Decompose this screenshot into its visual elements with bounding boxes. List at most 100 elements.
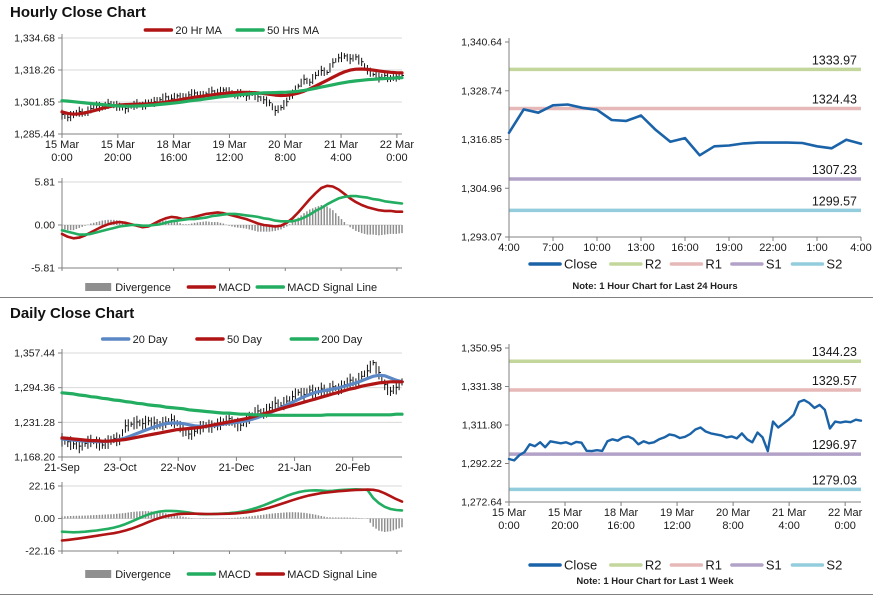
svg-text:7:00: 7:00 bbox=[542, 242, 563, 254]
svg-text:1,285.44: 1,285.44 bbox=[14, 129, 55, 141]
svg-text:15 Mar: 15 Mar bbox=[45, 139, 80, 151]
daily-price-50-day-line bbox=[60, 380, 404, 443]
svg-text:1,334.68: 1,334.68 bbox=[14, 33, 55, 45]
hourly-macd-legend-macd: MACD bbox=[186, 282, 251, 294]
svg-text:200 Day: 200 Day bbox=[321, 334, 362, 346]
svg-text:0:00: 0:00 bbox=[834, 520, 855, 532]
svg-text:12:00: 12:00 bbox=[216, 152, 244, 164]
svg-text:1,318.26: 1,318.26 bbox=[14, 65, 55, 77]
svg-text:12:00: 12:00 bbox=[663, 520, 691, 532]
svg-text:MACD Signal Line: MACD Signal Line bbox=[287, 569, 377, 581]
daily-section-title: Daily Close Chart bbox=[10, 305, 135, 322]
svg-text:1329.57: 1329.57 bbox=[812, 374, 857, 388]
svg-text:19 Mar: 19 Mar bbox=[212, 139, 247, 151]
svg-text:50 Hrs MA: 50 Hrs MA bbox=[267, 25, 320, 37]
svg-text:S2: S2 bbox=[826, 558, 842, 573]
hourly-pivot-note: Note: 1 Hour Chart for Last 24 Hours bbox=[572, 281, 738, 292]
daily-pivot-legend-close: Close bbox=[528, 558, 597, 573]
svg-text:R1: R1 bbox=[705, 558, 722, 573]
svg-text:S1: S1 bbox=[766, 257, 782, 272]
svg-text:1,357.44: 1,357.44 bbox=[14, 348, 55, 360]
svg-text:1,328.74: 1,328.74 bbox=[461, 85, 502, 97]
hourly-pivot-legend-r1: R1 bbox=[669, 257, 722, 272]
svg-text:19:00: 19:00 bbox=[715, 242, 743, 254]
svg-text:1,301.85: 1,301.85 bbox=[14, 97, 55, 109]
svg-text:Close: Close bbox=[564, 558, 597, 573]
svg-text:18 Mar: 18 Mar bbox=[157, 139, 192, 151]
bottom-divider bbox=[0, 594, 873, 595]
svg-text:MACD: MACD bbox=[218, 282, 250, 294]
svg-text:1,168.20: 1,168.20 bbox=[14, 452, 55, 464]
svg-text:1,340.64: 1,340.64 bbox=[461, 37, 502, 49]
svg-text:1,331.38: 1,331.38 bbox=[461, 381, 502, 393]
daily-macd-legend-macd: MACD bbox=[186, 569, 251, 581]
svg-text:20-Feb: 20-Feb bbox=[335, 462, 370, 474]
hourly-price-legend-50-hrs-ma: 50 Hrs MA bbox=[235, 25, 320, 37]
svg-text:22 Mar: 22 Mar bbox=[828, 507, 863, 519]
hourly-price-20-hr-ma-line bbox=[60, 67, 404, 116]
daily-macd-macd-signal-line-line bbox=[60, 488, 404, 542]
svg-text:10:00: 10:00 bbox=[583, 242, 611, 254]
svg-text:1,294.36: 1,294.36 bbox=[14, 382, 55, 394]
svg-text:8:00: 8:00 bbox=[275, 152, 296, 164]
hourly-pivot-legend-s1: S1 bbox=[730, 257, 782, 272]
daily-pivot-note: Note: 1 Hour Chart for Last 1 Week bbox=[576, 576, 734, 587]
svg-text:4:00: 4:00 bbox=[498, 242, 519, 254]
svg-text:1,316.85: 1,316.85 bbox=[461, 134, 502, 146]
svg-text:0.00: 0.00 bbox=[35, 220, 56, 232]
svg-text:1,293.07: 1,293.07 bbox=[461, 232, 502, 244]
svg-text:16:00: 16:00 bbox=[160, 152, 188, 164]
svg-text:MACD Signal Line: MACD Signal Line bbox=[287, 282, 377, 294]
svg-text:15 Mar: 15 Mar bbox=[548, 507, 583, 519]
svg-text:20:00: 20:00 bbox=[104, 152, 132, 164]
svg-text:16:00: 16:00 bbox=[671, 242, 699, 254]
hourly-pivot-close-line bbox=[507, 103, 863, 157]
svg-text:0.00: 0.00 bbox=[35, 513, 56, 525]
daily-price-legend-200-day: 200 Day bbox=[289, 334, 363, 346]
svg-text:1,272.64: 1,272.64 bbox=[461, 497, 502, 509]
hourly-macd-legend-macd-signal-line: MACD Signal Line bbox=[255, 282, 377, 294]
svg-text:13:00: 13:00 bbox=[627, 242, 655, 254]
daily-macd-chart: 22.16 0.00 -22.16 Divergence MACD MACD Signal… bbox=[25, 481, 404, 581]
svg-text:50 Day: 50 Day bbox=[227, 334, 262, 346]
daily-pivot-close-line bbox=[507, 398, 863, 462]
hourly-price-price-bars bbox=[61, 52, 404, 122]
svg-text:-22.16: -22.16 bbox=[25, 546, 55, 558]
svg-text:S1: S1 bbox=[766, 558, 782, 573]
svg-text:1279.03: 1279.03 bbox=[812, 473, 857, 487]
svg-text:1,292.22: 1,292.22 bbox=[461, 458, 502, 470]
hourly-pivot-legend-r2: R2 bbox=[609, 257, 662, 272]
svg-text:S2: S2 bbox=[826, 257, 842, 272]
svg-text:0:00: 0:00 bbox=[386, 152, 407, 164]
svg-text:15 Mar: 15 Mar bbox=[492, 507, 527, 519]
svg-text:22.16: 22.16 bbox=[29, 481, 55, 493]
svg-text:23-Oct: 23-Oct bbox=[104, 462, 137, 474]
svg-text:1,304.96: 1,304.96 bbox=[461, 183, 502, 195]
svg-text:-5.81: -5.81 bbox=[31, 263, 55, 275]
svg-text:4:00: 4:00 bbox=[850, 242, 871, 254]
svg-text:1324.43: 1324.43 bbox=[812, 92, 857, 106]
hourly-section-title: Hourly Close Chart bbox=[10, 4, 146, 21]
daily-pivot-chart: 1344.23 1329.57 1296.97 1279.03 1,350.95 1,33… bbox=[461, 343, 863, 573]
hourly-price-legend-20-hr-ma: 20 Hr MA bbox=[143, 25, 222, 37]
svg-text:0:00: 0:00 bbox=[51, 152, 72, 164]
svg-text:4:00: 4:00 bbox=[330, 152, 351, 164]
svg-text:R2: R2 bbox=[645, 257, 662, 272]
hourly-macd-legend-divergence: Divergence bbox=[85, 282, 171, 294]
svg-text:22 Mar: 22 Mar bbox=[380, 139, 415, 151]
section-divider bbox=[0, 297, 873, 298]
daily-pivot-legend-s2: S2 bbox=[790, 558, 842, 573]
svg-text:20 Mar: 20 Mar bbox=[268, 139, 303, 151]
hourly-pivot-chart: 1333.97 1324.43 1307.23 1299.57 1,340.64 1,32… bbox=[461, 37, 872, 272]
svg-text:1,350.95: 1,350.95 bbox=[461, 343, 502, 355]
svg-text:R1: R1 bbox=[705, 257, 722, 272]
svg-text:20:00: 20:00 bbox=[551, 520, 579, 532]
daily-macd-macd-line bbox=[60, 488, 404, 534]
hourly-macd-divergence-bars bbox=[61, 205, 403, 236]
hourly-macd-macd-signal-line-line bbox=[60, 194, 404, 236]
svg-text:4:00: 4:00 bbox=[778, 520, 799, 532]
svg-text:20 Mar: 20 Mar bbox=[716, 507, 751, 519]
